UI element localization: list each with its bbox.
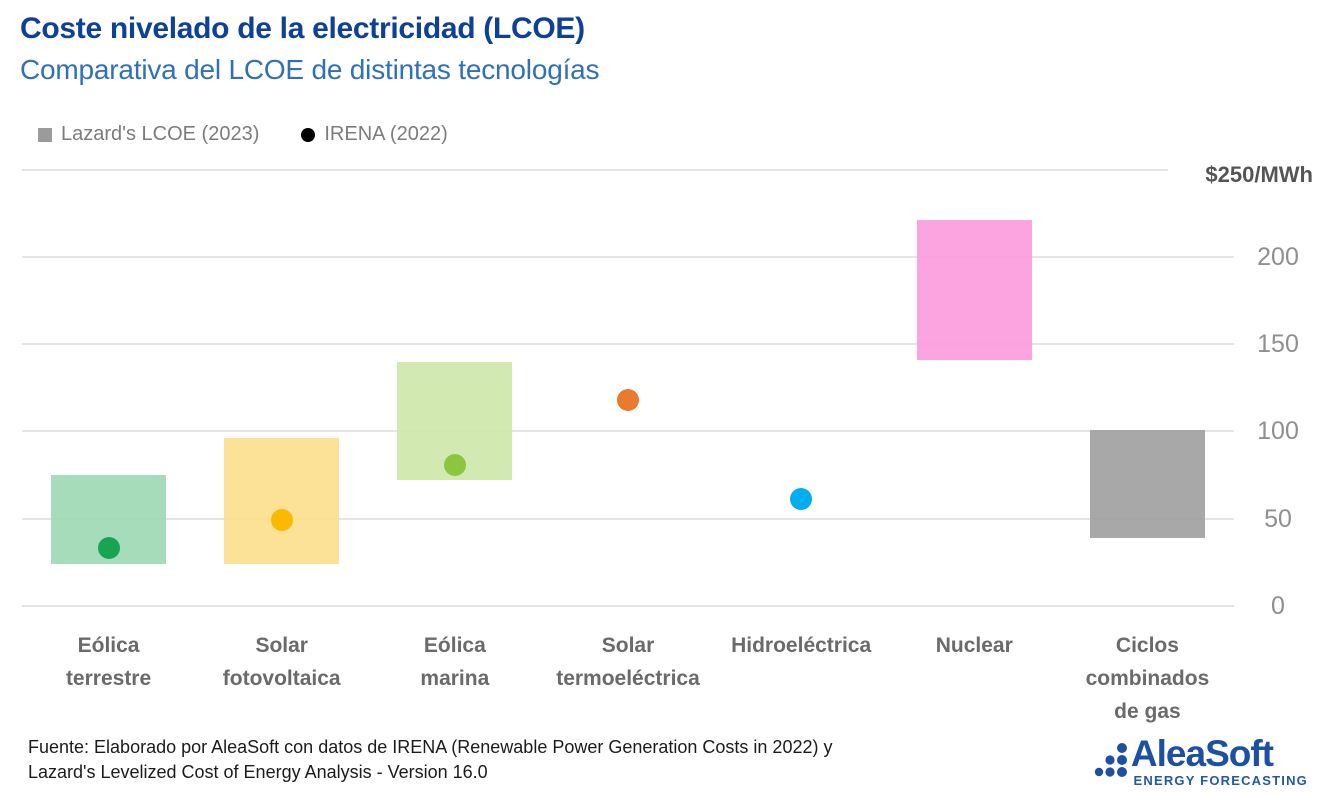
category-label-4: Hidroeléctrica bbox=[731, 634, 872, 657]
irena-dot-1 bbox=[270, 509, 293, 532]
irena-dot-2 bbox=[443, 453, 466, 476]
y-tick-label-150: 150 bbox=[1257, 330, 1299, 359]
gridline-0 bbox=[22, 605, 1234, 607]
irena-circle-icon bbox=[301, 127, 316, 142]
y-tick-label-0: 0 bbox=[1271, 592, 1285, 620]
lazard-square-icon bbox=[38, 127, 52, 142]
category-label-1: Solar fotovoltaica bbox=[222, 634, 341, 690]
category-label-3: Solar termoeléctrica bbox=[556, 634, 700, 690]
y-tick-label-100: 100 bbox=[1257, 417, 1299, 446]
aleasoft-logo-name: AleaSoft bbox=[1130, 733, 1274, 774]
lazard-range-bar-1 bbox=[224, 438, 340, 565]
aleasoft-logo-tagline: ENERGY FORECASTING bbox=[1133, 773, 1308, 788]
source-note-line1: Fuente: Elaborado por AleaSoft con datos… bbox=[28, 737, 833, 757]
legend-label-irena: IRENA (2022) bbox=[324, 123, 448, 145]
gridline-250 bbox=[22, 168, 1168, 171]
gridline-150 bbox=[22, 343, 1234, 346]
aleasoft-logo-text: AleaSoft ENERGY FORECASTING bbox=[1130, 733, 1310, 788]
legend-label-lazard: Lazard's LCOE (2023) bbox=[61, 123, 260, 145]
category-label-5: Nuclear bbox=[935, 634, 1013, 657]
lazard-range-bar-6 bbox=[1089, 429, 1205, 538]
source-note: Fuente: Elaborado por AleaSoft con datos… bbox=[28, 735, 832, 785]
legend-item-lazard: Lazard's LCOE (2023) bbox=[38, 123, 259, 146]
legend: Lazard's LCOE (2023) IRENA (2022) bbox=[38, 123, 448, 146]
y-tick-label-50: 50 bbox=[1264, 504, 1292, 533]
chart-subtitle: Comparativa del LCOE de distintas tecnol… bbox=[20, 54, 600, 85]
category-label-0: Eólica terrestre bbox=[65, 634, 152, 690]
axis-max-label: $250/MWh bbox=[1205, 162, 1313, 187]
legend-item-irena: IRENA (2022) bbox=[301, 123, 448, 146]
y-tick-label-200: 200 bbox=[1257, 242, 1299, 271]
irena-dot-4 bbox=[790, 488, 813, 511]
irena-dot-3 bbox=[617, 388, 639, 411]
category-label-2: Eólica marina bbox=[420, 634, 490, 690]
lazard-range-bar-5 bbox=[916, 220, 1032, 360]
chart-title: Coste nivelado de la electricidad (LCOE) bbox=[20, 12, 585, 45]
gridline-50 bbox=[22, 517, 1234, 520]
category-label-6: Ciclos combinados de gas bbox=[1085, 634, 1210, 723]
aleasoft-dots-icon bbox=[1094, 743, 1127, 777]
aleasoft-logo: AleaSoft ENERGY FORECASTING bbox=[1094, 733, 1310, 788]
gridline-200 bbox=[22, 255, 1234, 258]
gridline-100 bbox=[22, 430, 1234, 433]
irena-dot-0 bbox=[97, 537, 120, 560]
source-note-line2: Lazard's Levelized Cost of Energy Analys… bbox=[28, 762, 488, 782]
